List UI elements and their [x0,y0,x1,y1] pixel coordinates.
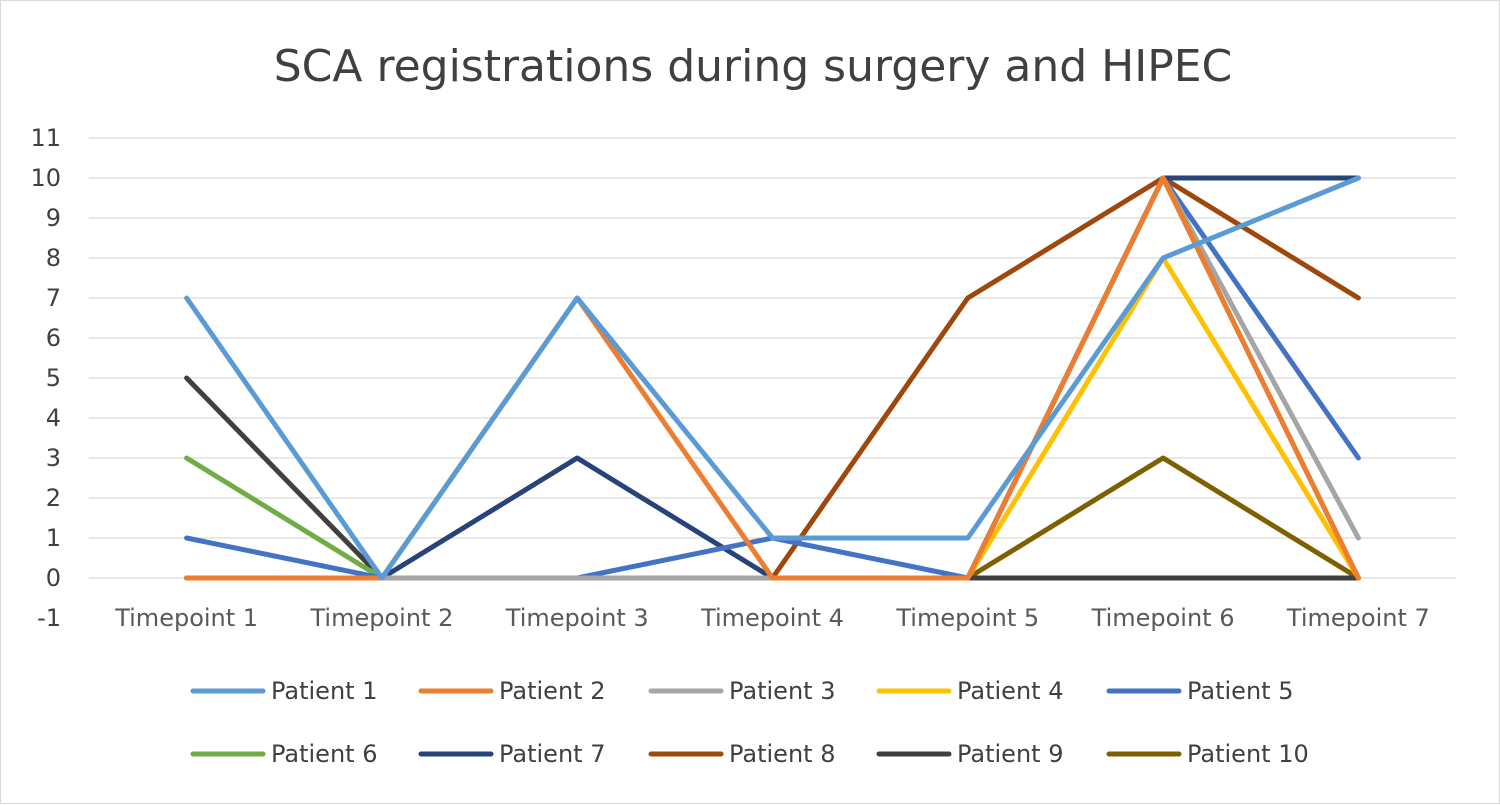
legend-label: Patient 8 [729,740,835,768]
y-tick-label: -1 [37,604,61,632]
legend-item: Patient 8 [648,740,835,768]
legend-item: Patient 5 [1106,677,1293,705]
legend: Patient 1 Patient 2 Patient 3 Patient 4 Pati… [190,677,1309,768]
y-tick-label: 11 [30,124,61,152]
series-lines [184,175,1361,581]
legend-label: Patient 6 [271,740,377,768]
legend-item: Patient 6 [190,740,377,768]
x-tick-label: Timepoint 5 [895,604,1039,632]
legend-item: Patient 1 [190,677,377,705]
legend-item: Patient 7 [418,740,605,768]
y-tick-label: 10 [30,164,61,192]
y-tick-label: 7 [46,284,61,312]
x-tick-label: Timepoint 4 [700,604,844,632]
y-tick-label: 8 [46,244,61,272]
legend-label: Patient 7 [499,740,605,768]
y-tick-label: 2 [46,484,61,512]
x-tick-label: Timepoint 7 [1286,604,1430,632]
legend-label: Patient 2 [499,677,605,705]
legend-item: Patient 4 [876,677,1063,705]
y-tick-label: 3 [46,444,61,472]
y-tick-label: 0 [46,564,61,592]
y-tick-label: 1 [46,524,61,552]
y-tick-label: 6 [46,324,61,352]
legend-label: Patient 1 [271,677,377,705]
x-axis-ticks: Timepoint 1 Timepoint 2 Timepoint 3 Timepoi… [114,604,1430,632]
legend-label: Patient 10 [1187,740,1309,768]
x-tick-label: Timepoint 6 [1091,604,1235,632]
legend-label: Patient 5 [1187,677,1293,705]
legend-label: Patient 3 [729,677,835,705]
x-tick-label: Timepoint 1 [114,604,258,632]
y-tick-label: 9 [46,204,61,232]
legend-item: Patient 10 [1106,740,1309,768]
chart-title: SCA registrations during surgery and HIP… [274,41,1233,92]
legend-label: Patient 4 [957,677,1063,705]
legend-label: Patient 9 [957,740,1063,768]
x-tick-label: Timepoint 2 [310,604,454,632]
legend-item: Patient 9 [876,740,1063,768]
y-tick-label: 4 [46,404,61,432]
series-line-patient-1 [184,175,1361,581]
x-tick-label: Timepoint 3 [505,604,649,632]
legend-item: Patient 3 [648,677,835,705]
y-tick-label: 5 [46,364,61,392]
y-axis-ticks: -1 0 1 2 3 4 5 6 7 8 9 10 11 [30,124,61,632]
legend-item: Patient 2 [418,677,605,705]
